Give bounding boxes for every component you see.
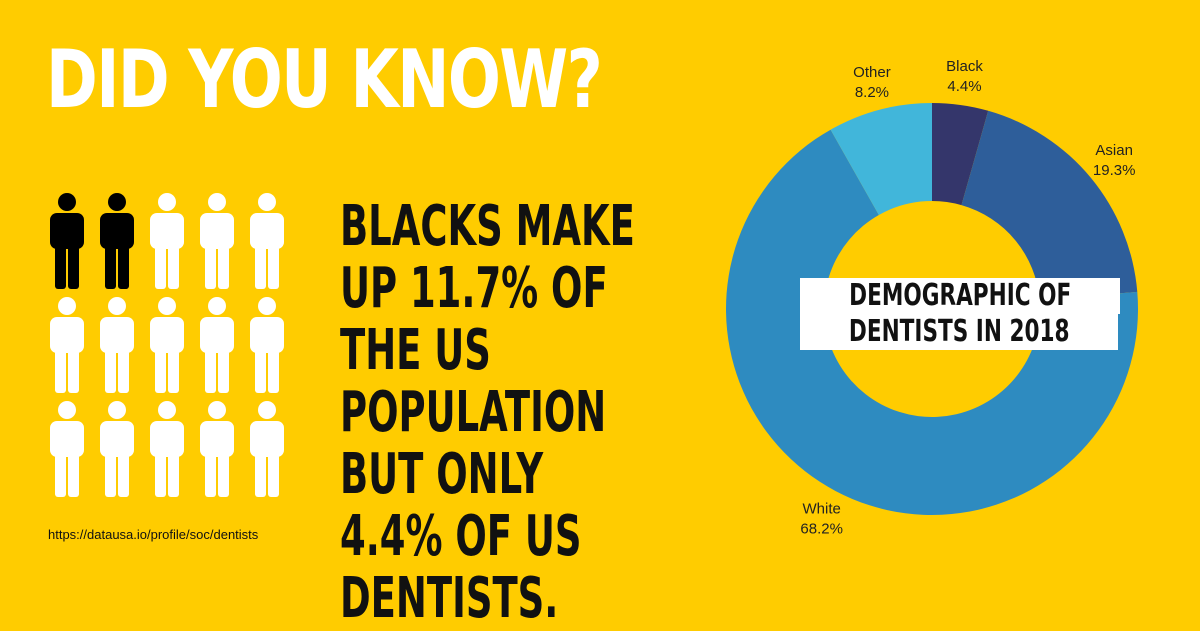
chart-title-line-1: DEMOGRAPHIC OF bbox=[800, 278, 1121, 314]
person-icon bbox=[242, 296, 292, 400]
person-icon bbox=[42, 296, 92, 400]
slice-black bbox=[932, 103, 989, 206]
people-grid bbox=[42, 192, 292, 502]
person-icon bbox=[192, 296, 242, 400]
slice-value-black: 4.4% bbox=[947, 78, 981, 95]
person-icon bbox=[42, 192, 92, 296]
slice-value-white: 68.2% bbox=[800, 521, 843, 538]
person-icon bbox=[142, 296, 192, 400]
headline: DID YOU KNOW? bbox=[46, 33, 603, 126]
person-icon bbox=[92, 296, 142, 400]
slice-label-white: White bbox=[802, 501, 840, 518]
person-icon bbox=[142, 400, 192, 504]
donut-chart: Black 4.4% Asian 19.3% White 68.2% Other 8.2% D… bbox=[700, 40, 1180, 560]
slice-label-other: Other bbox=[853, 64, 891, 81]
person-icon bbox=[242, 400, 292, 504]
chart-title: DEMOGRAPHIC OF DENTISTS IN 2018 bbox=[800, 278, 1121, 350]
person-icon bbox=[242, 192, 292, 296]
person-icon bbox=[92, 400, 142, 504]
slice-other bbox=[830, 103, 932, 215]
person-icon bbox=[192, 192, 242, 296]
person-icon bbox=[142, 192, 192, 296]
slice-label-black: Black bbox=[946, 58, 983, 75]
slice-value-other: 8.2% bbox=[855, 84, 889, 101]
slice-value-asian: 19.3% bbox=[1093, 162, 1136, 179]
source-link[interactable]: https://datausa.io/profile/soc/dentists bbox=[48, 527, 259, 542]
slice-asian bbox=[961, 110, 1138, 301]
slice-label-asian: Asian bbox=[1095, 142, 1133, 159]
donut-chart-svg: Black 4.4% Asian 19.3% White 68.2% Other 8.2% bbox=[726, 58, 1138, 538]
statement-text: BLACKS MAKE UP 11.7% OF THE US POPULATIO… bbox=[340, 194, 635, 631]
person-icon bbox=[42, 400, 92, 504]
chart-title-line-2: DENTISTS IN 2018 bbox=[800, 314, 1119, 350]
person-icon bbox=[92, 192, 142, 296]
person-icon bbox=[192, 400, 242, 504]
slice-white bbox=[726, 129, 1138, 515]
